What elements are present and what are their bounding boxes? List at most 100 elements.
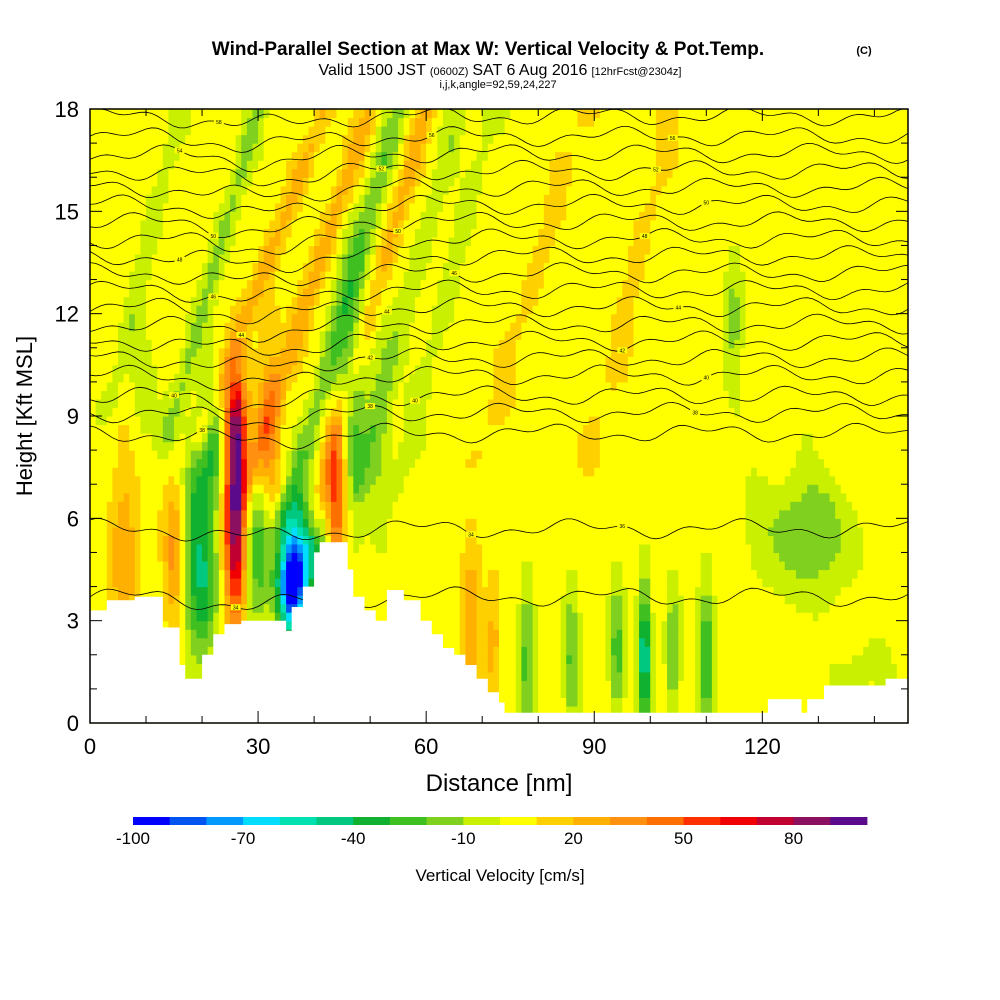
velocity-cell	[95, 450, 102, 460]
velocity-cell	[190, 603, 198, 613]
velocity-cell	[353, 475, 360, 485]
velocity-cell	[134, 313, 142, 323]
velocity-cell	[90, 347, 97, 357]
velocity-cell	[151, 390, 158, 400]
velocity-cell	[291, 424, 298, 434]
velocity-cell	[168, 322, 175, 332]
velocity-cell	[258, 236, 265, 247]
velocity-cell	[414, 578, 422, 588]
velocity-cell	[291, 578, 298, 588]
velocity-cell	[465, 560, 472, 571]
velocity-cell	[241, 586, 248, 596]
velocity-cell	[162, 151, 170, 161]
velocity-cell	[403, 117, 410, 127]
velocity-cell	[129, 373, 136, 383]
velocity-cell	[179, 552, 186, 562]
velocity-cell	[196, 228, 203, 238]
velocity-cell	[409, 492, 416, 502]
velocity-cell	[146, 535, 153, 545]
velocity-cell	[196, 620, 203, 630]
velocity-cell	[112, 134, 119, 144]
velocity-cell	[442, 305, 450, 315]
velocity-cell	[426, 126, 433, 136]
velocity-cell	[325, 467, 332, 477]
velocity-cell	[409, 305, 416, 315]
velocity-cell	[168, 253, 175, 264]
velocity-cell	[218, 364, 226, 374]
velocity-cell	[420, 373, 427, 383]
velocity-cell	[218, 134, 226, 144]
velocity-cell	[381, 552, 388, 562]
velocity-cell	[431, 492, 438, 502]
velocity-cell	[342, 475, 349, 485]
velocity-cell	[459, 126, 466, 136]
velocity-cell	[235, 134, 242, 144]
velocity-cell	[470, 569, 478, 579]
velocity-cell	[151, 305, 158, 315]
velocity-cell	[459, 518, 466, 528]
velocity-cell	[280, 219, 287, 229]
velocity-cell	[398, 288, 405, 298]
velocity-cell	[140, 467, 147, 477]
velocity-cell	[95, 211, 102, 221]
velocity-cell	[470, 407, 478, 417]
velocity-cell	[375, 390, 382, 400]
velocity-cell	[314, 535, 321, 545]
velocity-cell	[342, 398, 349, 409]
velocity-cell	[252, 109, 259, 119]
velocity-cell	[129, 160, 136, 170]
velocity-cell	[454, 245, 461, 255]
velocity-cell	[470, 356, 478, 366]
velocity-cell	[95, 416, 102, 426]
velocity-cell	[470, 552, 478, 562]
velocity-cell	[185, 390, 192, 400]
velocity-cell	[174, 313, 181, 323]
velocity-cell	[280, 578, 287, 588]
velocity-cell	[437, 143, 444, 153]
velocity-cell	[437, 475, 444, 485]
velocity-cell	[218, 407, 226, 417]
velocity-cell	[190, 356, 198, 366]
velocity-cell	[106, 330, 114, 340]
velocity-cell	[280, 450, 287, 460]
velocity-cell	[118, 578, 125, 588]
velocity-cell	[151, 569, 158, 579]
velocity-cell	[319, 126, 326, 136]
velocity-cell	[280, 416, 287, 426]
velocity-cell	[95, 126, 102, 136]
velocity-cell	[297, 339, 304, 349]
velocity-cell	[134, 194, 142, 204]
velocity-cell	[442, 253, 450, 264]
velocity-cell	[218, 339, 226, 349]
velocity-cell	[347, 552, 354, 562]
velocity-cell	[375, 330, 382, 340]
velocity-cell	[297, 441, 304, 451]
velocity-cell	[90, 552, 97, 562]
velocity-cell	[174, 126, 181, 136]
velocity-cell	[140, 262, 147, 272]
velocity-cell	[386, 424, 394, 434]
velocity-cell	[302, 151, 310, 161]
velocity-cell	[381, 475, 388, 485]
velocity-cell	[230, 109, 237, 119]
velocity-cell	[185, 407, 192, 417]
velocity-cell	[224, 202, 231, 212]
velocity-cell	[118, 185, 125, 195]
velocity-cell	[398, 211, 405, 221]
velocity-cell	[112, 211, 119, 221]
velocity-cell	[157, 509, 164, 519]
velocity-cell	[90, 245, 97, 255]
velocity-cell	[106, 543, 114, 554]
velocity-cell	[314, 143, 321, 153]
velocity-cell	[336, 458, 343, 468]
velocity-cell	[314, 543, 321, 554]
velocity-cell	[168, 501, 175, 511]
velocity-cell	[129, 569, 136, 579]
velocity-cell	[129, 330, 136, 340]
velocity-cell	[230, 381, 237, 392]
velocity-cell	[437, 595, 444, 605]
velocity-cell	[218, 305, 226, 315]
velocity-cell	[185, 168, 192, 178]
velocity-cell	[235, 339, 242, 349]
velocity-cell	[459, 202, 466, 212]
